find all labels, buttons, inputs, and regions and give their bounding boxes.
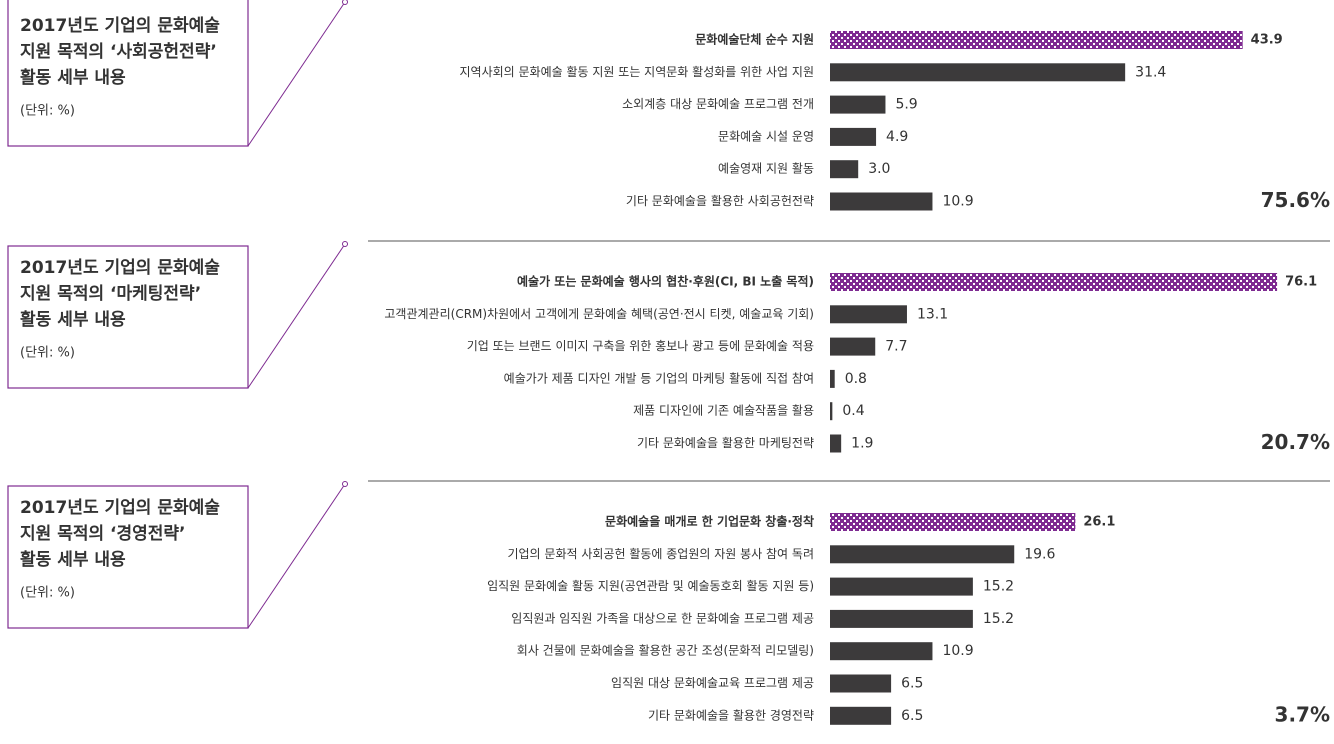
value-label: 15.2 [983, 611, 1014, 627]
connector-dot [342, 481, 348, 487]
bar [830, 273, 1278, 291]
category-label: 예술영재 지원 활동 [718, 162, 814, 176]
value-label: 6.5 [901, 676, 923, 692]
bar [830, 95, 886, 114]
value-label: 15.2 [983, 579, 1014, 595]
bar [830, 545, 1015, 564]
category-label: 기업 또는 브랜드 이미지 구축을 위한 홍보나 광고 등에 문화예술 적용 [467, 339, 814, 353]
total-annotation: 20.7% [1261, 430, 1330, 454]
category-label: 예술가가 제품 디자인 개발 등 기업의 마케팅 활동에 직접 참여 [504, 371, 814, 385]
chart-title: 2017년도 기업의 문화예술 [20, 498, 220, 518]
title-box [7, 0, 249, 147]
bar [830, 337, 876, 356]
value-label: 10.9 [942, 643, 973, 659]
bar [830, 577, 973, 596]
bar [830, 160, 859, 179]
value-label: 0.4 [842, 403, 864, 419]
bar [830, 305, 907, 324]
category-label: 기타 문화예술을 활용한 사회공헌전략 [626, 194, 814, 208]
category-label: 문화예술 시설 운영 [718, 129, 814, 143]
category-label: 회사 건물에 문화예술을 활용한 공간 조성(문화적 리모델링) [517, 644, 814, 658]
bar [830, 434, 842, 453]
bar [830, 63, 1126, 82]
category-label: 기타 문화예술을 활용한 마케팅전략 [637, 436, 814, 450]
category-label: 임직원 문화예술 활동 지원(공연관람 및 예술동호회 활동 지원 등) [487, 579, 814, 593]
chart-title: 활동 세부 내용 [20, 67, 126, 88]
bar [830, 369, 835, 388]
bar [830, 513, 1076, 531]
category-label: 고객관계관리(CRM)차원에서 고객에게 문화예술 혜택(공연·전시 티켓, 예… [384, 307, 814, 321]
value-label: 19.6 [1024, 546, 1055, 562]
value-label: 26.1 [1083, 515, 1115, 530]
chart-title: 지원 목적의 ‘마케팅전략’ [20, 284, 201, 304]
value-label: 76.1 [1285, 275, 1317, 290]
total-annotation: 75.6% [1261, 188, 1330, 212]
connector [247, 243, 346, 389]
category-label: 예술가 또는 문화예술 행사의 협찬·후원(CI, BI 노출 목적) [517, 274, 814, 289]
bar [830, 609, 973, 628]
category-label: 소외계층 대상 문화예술 프로그램 전개 [622, 97, 814, 111]
title-box [7, 245, 249, 389]
connector-dot [342, 241, 348, 247]
category-label: 기타 문화예술을 활용한 경영전략 [648, 708, 814, 722]
value-label: 13.1 [917, 306, 948, 322]
bar [830, 706, 892, 725]
value-label: 1.9 [851, 436, 873, 452]
chart-title: 2017년도 기업의 문화예술 [20, 258, 220, 278]
chart-title: 2017년도 기업의 문화예술 [20, 16, 220, 36]
category-label: 임직원과 임직원 가족을 대상으로 한 문화예술 프로그램 제공 [511, 611, 814, 625]
connector-dot [342, 0, 348, 5]
value-label: 6.5 [901, 708, 923, 724]
bar [830, 127, 877, 146]
value-label: 31.4 [1135, 64, 1166, 80]
connector [247, 1, 346, 147]
connector [247, 483, 346, 629]
unit-label: (단위: %) [20, 346, 75, 361]
value-label: 43.9 [1251, 33, 1283, 48]
bar [830, 642, 933, 661]
category-label: 지역사회의 문화예술 활동 지원 또는 지역문화 활성화를 위한 사업 지원 [460, 65, 815, 79]
value-label: 10.9 [942, 194, 973, 210]
category-label: 제품 디자인에 기존 예술작품을 활용 [633, 404, 814, 418]
bar [830, 31, 1243, 49]
chart-title: 활동 세부 내용 [20, 309, 126, 330]
value-label: 4.9 [886, 129, 908, 145]
unit-label: (단위: %) [20, 104, 75, 119]
chart-title: 지원 목적의 ‘경영전략’ [20, 524, 186, 544]
chart-title: 지원 목적의 ‘사회공헌전략’ [20, 42, 217, 62]
category-label: 문화예술단체 순수 지원 [695, 32, 814, 47]
category-label: 기업의 문화적 사회공헌 활동에 종업원의 자원 봉사 참여 독려 [507, 547, 814, 561]
bar [830, 674, 892, 693]
bar [830, 192, 933, 211]
chart-title: 활동 세부 내용 [20, 549, 126, 570]
total-annotation: 3.7% [1275, 702, 1330, 726]
value-label: 0.8 [845, 371, 867, 387]
value-label: 7.7 [885, 339, 907, 355]
category-label: 임직원 대상 문화예술교육 프로그램 제공 [611, 676, 814, 690]
category-label: 문화예술을 매개로 한 기업문화 창출·정착 [605, 514, 814, 529]
bar [830, 402, 833, 421]
title-box [7, 485, 249, 629]
value-label: 3.0 [868, 161, 890, 177]
value-label: 5.9 [895, 97, 917, 113]
unit-label: (단위: %) [20, 586, 75, 601]
